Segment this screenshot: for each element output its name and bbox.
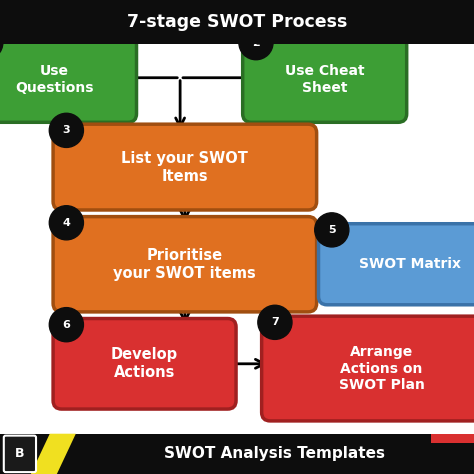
Circle shape [258,305,292,339]
Text: Develop
Actions: Develop Actions [111,347,178,380]
FancyBboxPatch shape [4,436,36,472]
Text: 5: 5 [328,225,336,235]
FancyBboxPatch shape [0,36,137,122]
Text: Use
Questions: Use Questions [15,64,94,95]
Polygon shape [431,434,474,443]
Circle shape [49,206,83,240]
Text: List your SWOT
Items: List your SWOT Items [121,151,248,183]
FancyBboxPatch shape [262,316,474,421]
Text: SWOT Matrix: SWOT Matrix [359,257,461,271]
FancyBboxPatch shape [0,434,474,474]
Circle shape [0,26,3,60]
Text: Arrange
Actions on
SWOT Plan: Arrange Actions on SWOT Plan [338,345,425,392]
Text: B: B [15,447,25,460]
Text: 2: 2 [252,37,260,48]
Text: 3: 3 [63,125,70,136]
Text: SWOT Analysis Templates: SWOT Analysis Templates [164,447,385,461]
Circle shape [49,113,83,147]
Polygon shape [31,434,76,474]
FancyBboxPatch shape [53,319,236,409]
FancyBboxPatch shape [319,224,474,305]
FancyBboxPatch shape [243,36,407,122]
FancyBboxPatch shape [53,124,317,210]
FancyBboxPatch shape [53,217,317,312]
FancyBboxPatch shape [0,0,474,44]
Text: 4: 4 [63,218,70,228]
Text: Prioritise
your SWOT items: Prioritise your SWOT items [113,248,256,281]
Text: 6: 6 [63,319,70,330]
Circle shape [315,213,349,247]
Circle shape [49,308,83,342]
Text: 7: 7 [271,317,279,328]
Text: 7-stage SWOT Process: 7-stage SWOT Process [127,13,347,31]
Text: Use Cheat
Sheet: Use Cheat Sheet [285,64,365,95]
Circle shape [239,26,273,60]
